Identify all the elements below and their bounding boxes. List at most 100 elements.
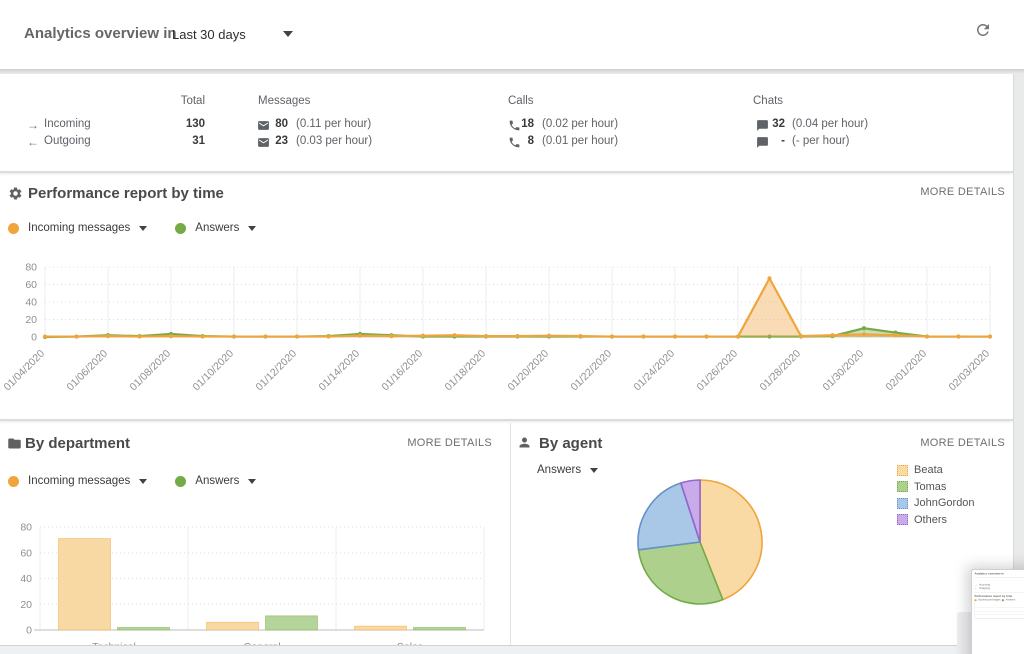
total-value: 130	[185, 118, 205, 130]
calls-rate: (0.02 per hour)	[542, 118, 619, 130]
chats-rate: (0.04 per hour)	[792, 118, 869, 130]
calls-rate: (0.01 per hour)	[542, 135, 619, 147]
outgoing-arrow-icon: ←	[27, 135, 39, 149]
gear-icon	[8, 186, 23, 201]
svg-text:40: 40	[25, 297, 37, 309]
agent-legend-item: JohnGordon	[897, 497, 975, 509]
answers-filter-dropdown[interactable]: Answers	[537, 464, 599, 476]
stats-header-row: Total Messages Calls Chats	[0, 95, 1013, 111]
svg-text:01/18/2020: 01/18/2020	[442, 348, 488, 394]
svg-text:60: 60	[25, 279, 37, 291]
total-value: 31	[192, 135, 205, 147]
svg-text:02/01/2020: 02/01/2020	[883, 348, 929, 394]
more-details-link[interactable]: MORE DETAILS	[920, 437, 1005, 449]
column-header-messages: Messages	[258, 95, 311, 107]
svg-text:01/08/2020: 01/08/2020	[127, 348, 173, 394]
chevron-down-icon	[248, 225, 257, 231]
messages-rate: (0.11 per hour)	[296, 118, 372, 130]
row-label: Incoming	[44, 118, 91, 130]
chevron-down-icon	[139, 225, 148, 231]
svg-text:40: 40	[20, 573, 32, 585]
legend-swatch-icon	[897, 497, 908, 509]
more-details-link[interactable]: MORE DETAILS	[920, 186, 1005, 198]
legend-label: Tomas	[914, 480, 947, 493]
series-dot-icon	[8, 222, 19, 234]
svg-text:01/20/2020: 01/20/2020	[505, 348, 551, 394]
preview-chart	[974, 603, 1024, 619]
phone-icon	[508, 136, 521, 149]
legend-label: Answers	[195, 222, 240, 234]
svg-text:01/04/2020: 01/04/2020	[1, 348, 47, 394]
svg-text:01/12/2020: 01/12/2020	[253, 348, 299, 394]
messages-rate: (0.03 per hour)	[296, 135, 373, 147]
svg-text:01/06/2020: 01/06/2020	[64, 348, 110, 394]
series-dot-icon	[1001, 598, 1005, 602]
series-dot-icon	[175, 222, 187, 234]
svg-text:02/03/2020: 02/03/2020	[946, 348, 992, 394]
more-details-link[interactable]: MORE DETAILS	[407, 437, 492, 449]
time-series-chart: 0 20 40 60 80 01/04/2020 01/06/2020 01/08/2020 0…	[1, 262, 992, 394]
column-header-calls: Calls	[508, 95, 534, 107]
chat-bubble-icon	[756, 136, 769, 149]
legend-swatch-icon	[897, 514, 908, 525]
envelope-icon	[257, 136, 270, 149]
preview-section-title: Performance report by time	[974, 594, 1013, 598]
section-divider	[0, 69, 1024, 74]
preview-legend-label: Incoming messages	[978, 598, 1001, 602]
refresh-icon	[976, 23, 989, 36]
legend-dropdown-answers[interactable]: Answers	[175, 222, 257, 234]
messages-value: 80	[275, 118, 288, 130]
svg-text:01/24/2020: 01/24/2020	[631, 348, 677, 394]
date-range-select[interactable]: Last 30 days	[172, 26, 246, 46]
legend-dropdown-incoming-messages[interactable]: Incoming messages	[8, 222, 148, 234]
chevron-down-icon[interactable]	[283, 31, 293, 37]
preview-arrow: →	[974, 582, 978, 587]
column-header-total: Total	[180, 95, 205, 107]
svg-text:20: 20	[20, 599, 32, 611]
chats-rate: (- per hour)	[792, 135, 850, 147]
refresh-button[interactable]	[974, 21, 996, 43]
calls-value: 8	[527, 135, 534, 147]
agent-legend-item: Others	[897, 514, 975, 526]
summary-stats: Total Messages Calls Chats → Incoming 13…	[0, 74, 1013, 171]
legend-label: Incoming messages	[28, 475, 131, 487]
chart-legend: Incoming messages Answers	[8, 475, 257, 487]
preview-label: Outgoing	[979, 586, 990, 590]
section-title: By department	[25, 435, 131, 452]
section-divider	[0, 419, 1013, 421]
svg-text:80: 80	[20, 522, 32, 534]
section-title: Performance report by time	[28, 185, 224, 202]
folder-icon	[7, 436, 22, 451]
svg-text:01/14/2020: 01/14/2020	[316, 348, 362, 394]
svg-text:01/28/2020: 01/28/2020	[757, 348, 803, 394]
preview-content: Analytics overview in Last 30 days Total…	[972, 570, 1024, 620]
legend-swatch-icon	[897, 464, 908, 476]
section-title: By agent	[539, 435, 603, 452]
stats-row-outgoing: ← Outgoing 31 23 (0.03 per hour) 8 (0.01…	[0, 135, 1013, 151]
section-divider	[0, 171, 1013, 173]
scrollbar-track[interactable]	[1013, 74, 1024, 654]
svg-text:01/16/2020: 01/16/2020	[379, 348, 425, 394]
agent-pie-chart	[637, 479, 763, 605]
agent-legend-item: Tomas	[897, 481, 975, 493]
svg-text:01/22/2020: 01/22/2020	[568, 348, 614, 394]
legend-dropdown-answers[interactable]: Answers	[175, 475, 257, 487]
svg-text:01/30/2020: 01/30/2020	[820, 348, 866, 394]
chat-bubble-icon	[756, 119, 769, 132]
preview-legend-label: Answers	[1005, 598, 1016, 602]
preview-arrow: ←	[974, 586, 978, 590]
panel-divider	[510, 423, 511, 645]
chevron-down-icon	[248, 478, 257, 484]
person-icon	[517, 435, 532, 450]
svg-text:0: 0	[26, 625, 32, 637]
preview-title: Analytics overview in	[974, 571, 1004, 576]
page-preview-thumbnail[interactable]: Analytics overview in Last 30 days Total…	[971, 569, 1024, 654]
page-title: Analytics overview in	[24, 25, 177, 42]
legend-label: Incoming messages	[28, 222, 131, 234]
svg-text:20: 20	[25, 314, 37, 326]
envelope-icon	[257, 119, 270, 132]
legend-label: JohnGordon	[914, 497, 975, 509]
legend-dropdown-incoming-messages[interactable]: Incoming messages	[8, 475, 148, 487]
svg-text:0: 0	[31, 332, 37, 344]
